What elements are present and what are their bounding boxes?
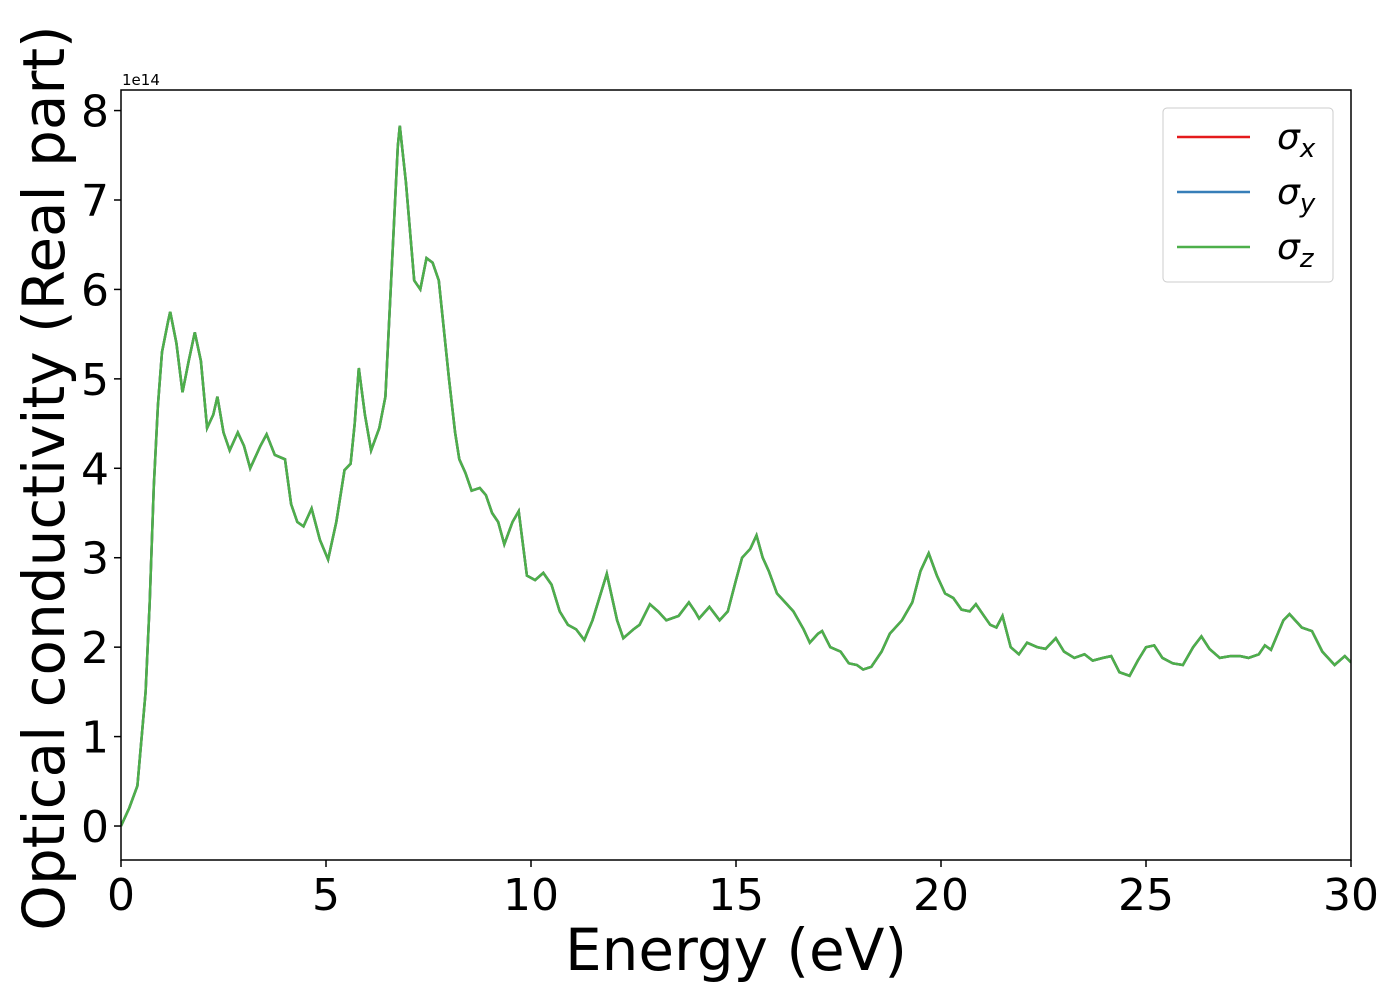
x-tick-label: 30 xyxy=(1323,870,1379,921)
legend-label: σz xyxy=(1277,227,1315,274)
x-axis-label: Energy (eV) xyxy=(565,916,907,984)
plot-frame xyxy=(120,89,1352,861)
data-line xyxy=(121,125,1351,827)
x-tick-label: 25 xyxy=(1118,870,1174,921)
y-tick-label: 0 xyxy=(81,802,109,853)
x-tick-label: 0 xyxy=(107,870,135,921)
x-tick-label: 10 xyxy=(503,870,559,921)
x-tick-label: 15 xyxy=(708,870,764,921)
y-tick-label: 1 xyxy=(81,713,109,764)
legend-label: σy xyxy=(1277,172,1316,219)
x-tick-label: 20 xyxy=(913,870,969,921)
x-tick-label: 5 xyxy=(312,870,340,921)
y-tick-label: 6 xyxy=(81,265,109,316)
legend-box xyxy=(1162,107,1334,283)
y-tick-label: 8 xyxy=(81,87,109,138)
y-tick-label: 5 xyxy=(81,355,109,406)
y-axis-label: Optical conductivity (Real part) xyxy=(10,25,78,930)
y-tick-label: 3 xyxy=(81,534,109,585)
y-tick-label: 2 xyxy=(81,623,109,674)
legend-label: σx xyxy=(1277,117,1316,164)
y-tick-label: 4 xyxy=(81,444,109,495)
y-offset-label: 1e14 xyxy=(122,71,160,89)
y-tick-label: 7 xyxy=(81,176,109,227)
